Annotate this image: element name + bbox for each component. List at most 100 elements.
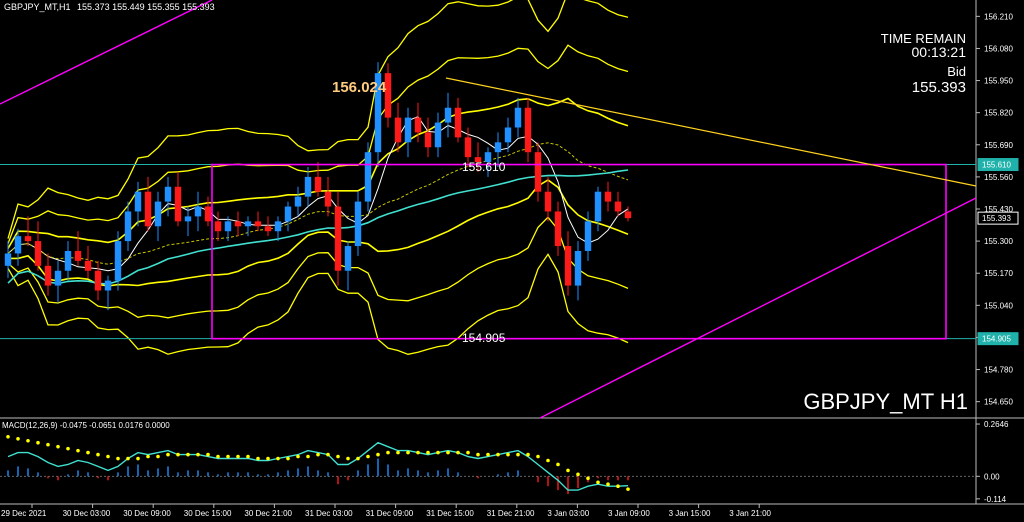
candle	[354, 191, 362, 256]
macd-signal-dot	[136, 456, 140, 461]
macd-signal-dot	[396, 450, 400, 455]
macd-signal-dot	[326, 452, 330, 457]
price-label: 155.393	[982, 214, 1011, 223]
candle	[204, 196, 212, 227]
candle-body	[434, 122, 442, 148]
candle	[304, 167, 312, 207]
macd-signal-dot	[226, 454, 230, 459]
candle-body	[494, 142, 502, 153]
bid-label: Bid	[947, 64, 966, 79]
macd-signal-dot	[416, 450, 420, 455]
candle	[604, 181, 612, 212]
candle	[344, 241, 352, 291]
candle-body	[394, 117, 402, 143]
candle	[464, 127, 472, 168]
macd-signal-dot	[336, 454, 340, 459]
candle-body	[584, 221, 592, 251]
candle	[124, 201, 132, 251]
candle	[334, 191, 342, 286]
macd-signal-dot	[96, 452, 100, 457]
trendline-support	[539, 197, 977, 419]
price-label-box	[977, 158, 1019, 172]
price-tick-label: 155.430	[984, 205, 1013, 214]
macd-signal-dot	[56, 444, 60, 449]
macd-signal-dot	[516, 452, 520, 457]
macd-signal-dot	[196, 452, 200, 457]
macd-signal-dot	[486, 452, 490, 457]
price-label-box	[977, 211, 1019, 225]
candle-body	[534, 152, 542, 192]
candle-body	[454, 107, 462, 138]
candle	[524, 97, 532, 163]
candle-body	[594, 191, 602, 222]
macd-signal-dot	[266, 456, 270, 461]
macd-signal-dot	[166, 452, 170, 457]
macd-signal-dot	[36, 440, 40, 445]
candle-body	[424, 132, 432, 148]
macd-signal-dot	[346, 456, 350, 461]
candle	[54, 260, 62, 303]
time-tick-label: 30 Dec 09:00	[123, 509, 171, 518]
price-tick-label: 154.650	[984, 398, 1013, 407]
price-label: 155.610	[982, 161, 1011, 170]
macd-signal-dot	[356, 456, 360, 461]
candle	[174, 171, 182, 227]
price-tick-label: 156.210	[984, 12, 1013, 21]
macd-signal-dot	[556, 462, 560, 467]
candle-body	[224, 221, 232, 232]
candle	[444, 92, 452, 138]
price-tick-label: 155.820	[984, 109, 1013, 118]
time-remain-value: 00:13:21	[912, 44, 967, 60]
candle	[424, 117, 432, 158]
macd-signal-dot	[206, 452, 210, 457]
macd-signal-dot	[446, 450, 450, 455]
candle-body	[214, 221, 222, 232]
candle-body	[364, 152, 372, 202]
price-tick-label: 156.080	[984, 44, 1013, 53]
candle	[624, 206, 632, 222]
fast-ma-line	[7, 115, 629, 272]
candle	[384, 63, 392, 128]
candle	[414, 102, 422, 143]
candle	[4, 241, 12, 279]
macd-signal-dot	[256, 456, 260, 461]
candle	[544, 176, 552, 222]
candle-body	[514, 107, 522, 128]
macd-tick-label: 0.00	[984, 472, 1000, 481]
bollinger-lower-2	[7, 216, 629, 319]
candle	[214, 211, 222, 242]
candle-body	[4, 253, 12, 266]
macd-signal-dot	[6, 435, 10, 439]
macd-signal-dot	[366, 454, 370, 459]
macd-signal-dot	[626, 487, 630, 491]
macd-signal-dot	[286, 456, 290, 461]
time-tick-label: 31 Dec 21:00	[487, 509, 535, 518]
candle-body	[474, 157, 482, 163]
candle	[144, 176, 152, 232]
macd-signal-dot	[106, 454, 110, 459]
candle-body	[294, 196, 302, 207]
candle	[234, 211, 242, 237]
candle-body	[84, 260, 92, 271]
candle-body	[14, 236, 22, 254]
time-tick-label: 31 Dec 15:00	[426, 509, 474, 518]
candle-body	[274, 221, 282, 232]
bollinger-lower-1	[8, 179, 629, 287]
macd-signal-dot	[116, 456, 120, 461]
candle-body	[194, 206, 202, 217]
candle-body	[344, 246, 352, 271]
candle	[154, 191, 162, 242]
macd-signal-dot	[566, 468, 570, 473]
price-tick-label: 155.170	[984, 269, 1013, 278]
candle-body	[354, 201, 362, 247]
macd-signal-dot	[186, 452, 190, 457]
ema-line	[7, 169, 629, 285]
candle	[324, 176, 332, 217]
macd-signal-dot	[476, 452, 480, 457]
mid-ma-line	[7, 142, 629, 265]
macd-signal-dot	[406, 450, 410, 455]
candle	[194, 191, 202, 232]
macd-signal-dot	[246, 454, 250, 459]
overlays	[0, 0, 977, 419]
macd-signal-dot	[616, 484, 620, 488]
